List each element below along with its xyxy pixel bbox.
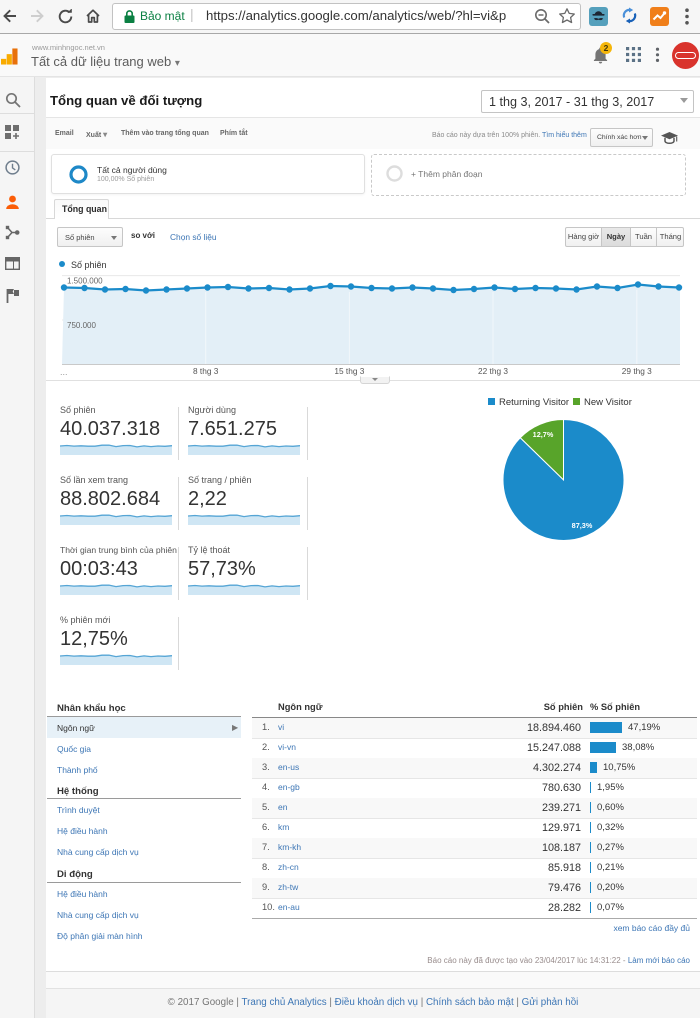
svg-text:750.000: 750.000 bbox=[67, 321, 96, 330]
svg-text:...: ... bbox=[60, 367, 68, 377]
svg-text:New Visitor: New Visitor bbox=[584, 397, 632, 408]
svg-text:22 thg 3: 22 thg 3 bbox=[478, 366, 508, 376]
svg-text:8 thg 3: 8 thg 3 bbox=[193, 366, 219, 376]
svg-text:1.500.000: 1.500.000 bbox=[67, 277, 103, 286]
svg-text:12,7%: 12,7% bbox=[533, 430, 554, 439]
svg-text:Số phiên: Số phiên bbox=[71, 260, 107, 270]
svg-text:Returning Visitor: Returning Visitor bbox=[499, 397, 569, 408]
svg-text:15 thg 3: 15 thg 3 bbox=[334, 366, 364, 376]
svg-text:29 thg 3: 29 thg 3 bbox=[622, 366, 652, 376]
svg-text:87,3%: 87,3% bbox=[572, 521, 593, 530]
